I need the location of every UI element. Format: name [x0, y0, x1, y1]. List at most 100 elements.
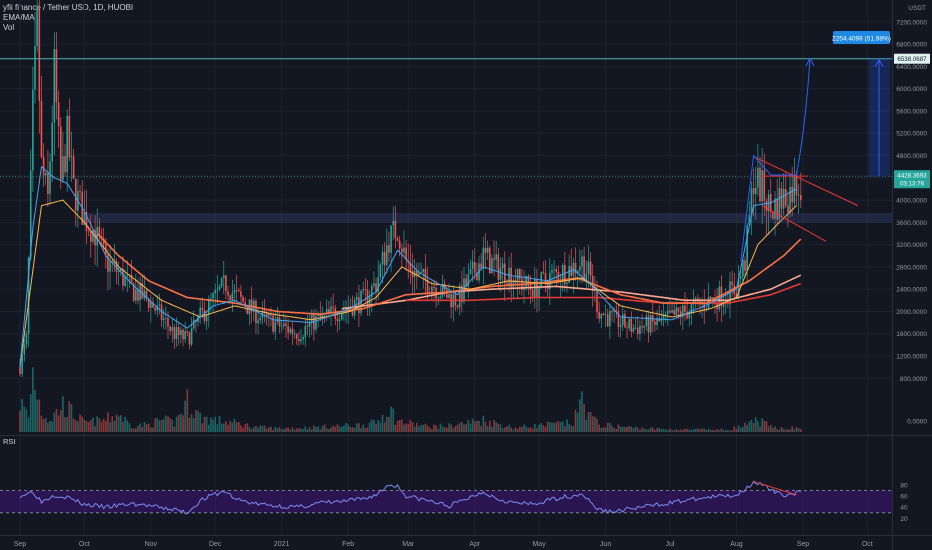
volume-bar	[621, 426, 624, 432]
candle-body	[257, 320, 259, 324]
candle-body	[508, 267, 510, 285]
volume-bar	[44, 418, 47, 432]
candle-body	[656, 318, 658, 326]
indicator-ema-ma[interactable]: EMA/MA	[3, 13, 35, 22]
volume-bar	[564, 426, 566, 432]
volume-bar	[604, 427, 607, 432]
candle-body	[27, 257, 30, 334]
volume-bar	[126, 420, 129, 432]
candle-body	[222, 275, 225, 278]
volume-bar	[488, 420, 491, 432]
volume-bar	[173, 426, 176, 432]
candle-body	[74, 178, 77, 211]
volume-bar	[418, 426, 420, 432]
volume-bar	[784, 429, 787, 432]
candle-body	[501, 263, 504, 269]
candle-body	[416, 270, 418, 276]
candle-body	[793, 176, 796, 203]
candle-body	[763, 170, 766, 201]
candle-body	[137, 289, 139, 301]
volume-bar	[360, 428, 362, 432]
candle-body	[381, 251, 384, 265]
ma-slow-line	[96, 232, 802, 316]
candles	[19, 0, 802, 378]
candle-body	[748, 214, 751, 226]
volume-bar	[111, 416, 114, 432]
volume-bar	[660, 429, 663, 432]
volume-bar	[306, 429, 309, 432]
candle-body	[370, 285, 373, 298]
candle-body	[782, 188, 785, 209]
volume-bar	[323, 424, 326, 432]
volume-bar	[25, 409, 28, 432]
candle-body	[328, 308, 330, 313]
volume-bar	[682, 429, 684, 432]
candle-body	[525, 275, 528, 287]
volume-bar	[192, 418, 195, 432]
volume-bar	[171, 419, 174, 432]
candle-body	[180, 329, 182, 335]
volume-bar	[396, 421, 399, 432]
candle-body	[720, 286, 723, 307]
volume-bar	[632, 428, 635, 432]
candle-body	[44, 172, 47, 176]
candle-body	[147, 298, 150, 308]
volume-bar	[143, 422, 146, 432]
volume-bar	[190, 414, 193, 432]
volume-bar	[673, 430, 676, 432]
volume-bar	[602, 427, 605, 432]
volume-bar	[707, 428, 710, 432]
candle-body	[583, 256, 585, 280]
chart-legend: yfii finance / Tether USD, 1D, HUOBI EMA…	[3, 3, 133, 33]
candle-body	[51, 123, 53, 162]
volume-bar	[529, 427, 532, 432]
candle-body	[776, 198, 778, 220]
time-axis[interactable]: Sep Oct Nov Dec 2021 Feb Mar Apr May Jun Jul Aug Sep…	[0, 535, 932, 549]
volume-bar	[750, 419, 753, 432]
candle-body	[36, 6, 38, 47]
candle-body	[229, 295, 232, 301]
volume-bar	[523, 424, 525, 432]
volume-bar	[609, 422, 611, 432]
candle-body	[744, 260, 746, 271]
indicator-volume[interactable]: Vol	[3, 23, 15, 32]
candle-body	[671, 310, 673, 313]
volume-bar	[308, 427, 311, 432]
current-price-tag	[894, 170, 930, 189]
volume-bar	[96, 416, 99, 432]
candle-body	[510, 267, 513, 287]
candle-body	[433, 286, 435, 289]
rsi-band	[0, 490, 892, 513]
volume-bar	[268, 427, 270, 432]
candle-body	[626, 327, 628, 329]
candle-body	[403, 247, 405, 253]
volume-bar	[66, 416, 68, 432]
price-tick-label: 6800.0000	[896, 42, 927, 49]
candle-body	[235, 289, 238, 291]
volume-bar	[658, 427, 661, 432]
volume-bar	[568, 423, 570, 432]
volume-bar	[180, 413, 182, 432]
volume-bar	[137, 425, 139, 432]
symbol-title[interactable]: yfii finance / Tether USD, 1D, HUOBI	[3, 3, 134, 12]
candle-body	[306, 326, 309, 327]
candle-body	[589, 261, 592, 276]
price-axis[interactable]: USDT 7200.0000 6800.0000 6400.0000 6000.0000…	[892, 0, 931, 550]
candle-body	[242, 296, 244, 303]
candle-body	[373, 283, 375, 286]
candle-body	[388, 245, 390, 253]
candle-body	[379, 264, 382, 278]
volume-bar	[613, 428, 615, 432]
volume-bar	[89, 419, 92, 432]
volume-bar	[304, 426, 307, 432]
candle-body	[362, 289, 364, 291]
volume-bar	[68, 401, 71, 432]
volume-bar	[220, 423, 223, 432]
candle-body	[574, 262, 577, 274]
candle-body	[94, 230, 96, 246]
candle-body	[300, 339, 302, 342]
candle-body	[649, 315, 652, 333]
volume-bar	[458, 423, 461, 432]
price-tick-label: 4800.0000	[896, 153, 927, 160]
